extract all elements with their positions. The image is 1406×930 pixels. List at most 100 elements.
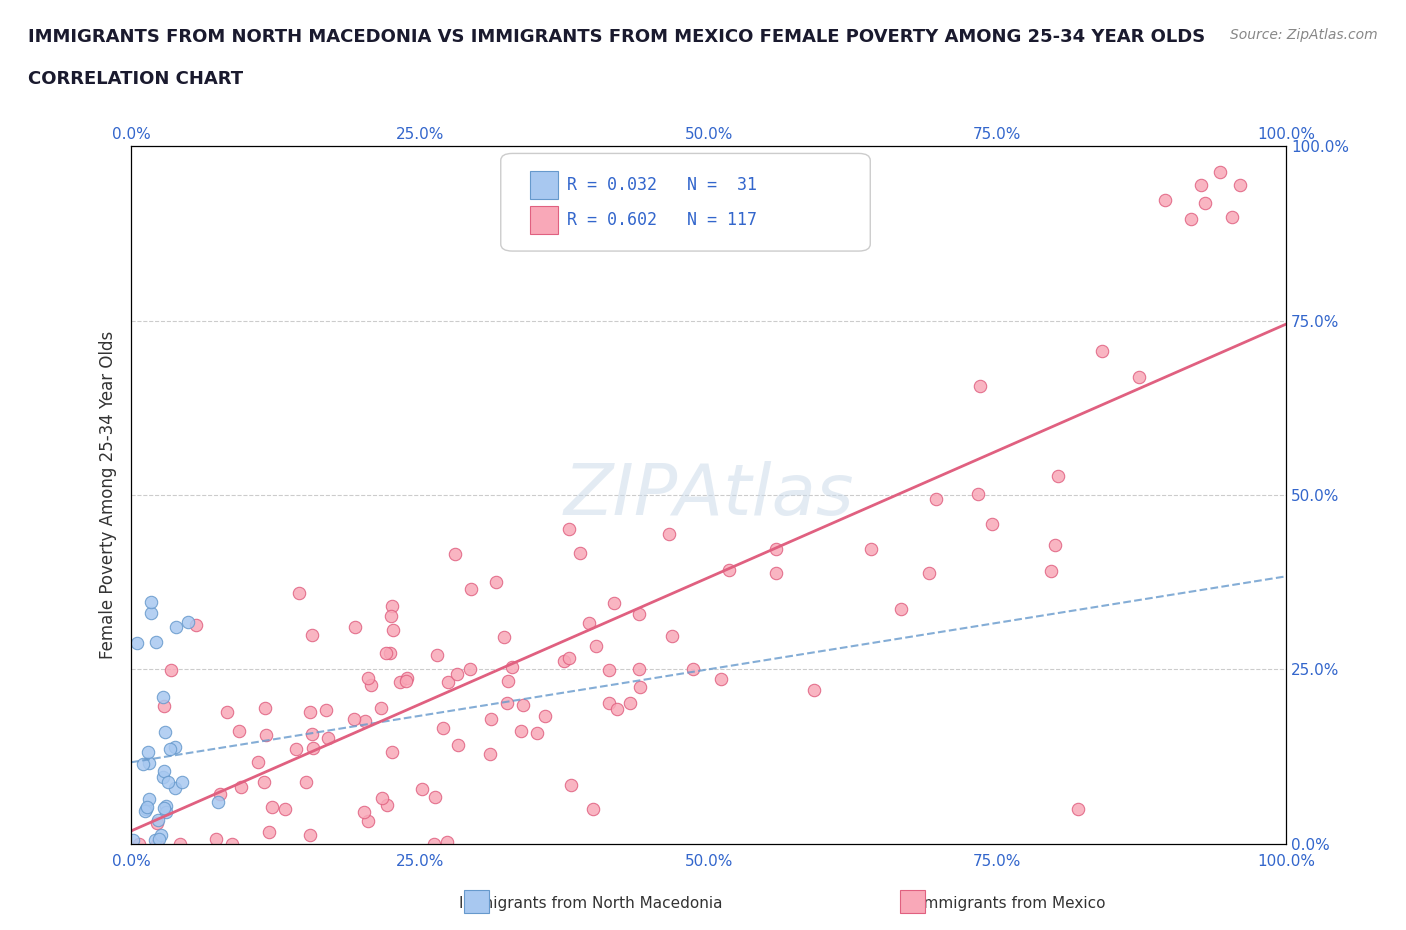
Point	[969, 379, 991, 393]
Point	[460, 581, 482, 596]
Point	[301, 628, 323, 643]
Point	[432, 721, 454, 736]
Text: IMMIGRANTS FROM NORTH MACEDONIA VS IMMIGRANTS FROM MEXICO FEMALE POVERTY AMONG 2: IMMIGRANTS FROM NORTH MACEDONIA VS IMMIG…	[28, 28, 1205, 46]
Point	[294, 775, 316, 790]
Point	[231, 779, 253, 794]
Point	[318, 731, 340, 746]
Point	[501, 659, 523, 674]
Point	[315, 703, 337, 718]
Point	[299, 705, 322, 720]
Point	[553, 653, 575, 668]
Text: CORRELATION CHART: CORRELATION CHART	[28, 70, 243, 87]
Point	[141, 605, 163, 620]
Point	[444, 547, 467, 562]
Point	[153, 698, 176, 713]
Point	[381, 744, 404, 759]
Point	[628, 606, 651, 621]
Point	[423, 790, 446, 804]
Point	[925, 491, 948, 506]
Point	[512, 698, 534, 712]
Point	[381, 598, 404, 613]
Point	[436, 834, 458, 849]
Point	[204, 832, 226, 847]
Text: R = 0.602   N = 117: R = 0.602 N = 117	[567, 211, 756, 229]
Point	[598, 695, 620, 710]
Point	[177, 615, 200, 630]
Text: ZIPAtlas: ZIPAtlas	[564, 460, 853, 529]
Point	[153, 800, 176, 815]
Point	[492, 630, 515, 644]
Point	[479, 711, 502, 726]
Point	[859, 541, 882, 556]
Point	[718, 563, 741, 578]
Y-axis label: Female Poverty Among 25-34 Year Olds: Female Poverty Among 25-34 Year Olds	[100, 331, 117, 659]
Point	[228, 724, 250, 738]
Point	[1154, 193, 1177, 207]
Point	[138, 755, 160, 770]
Point	[160, 662, 183, 677]
Point	[145, 634, 167, 649]
Point	[447, 737, 470, 752]
Point	[485, 575, 508, 590]
Point	[155, 799, 177, 814]
Point	[152, 690, 174, 705]
Point	[136, 799, 159, 814]
Point	[353, 804, 375, 819]
Point	[1194, 195, 1216, 210]
Point	[510, 724, 533, 738]
Point	[388, 674, 411, 689]
Point	[1220, 209, 1243, 224]
Point	[253, 775, 276, 790]
Point	[121, 832, 143, 847]
Point	[165, 619, 187, 634]
Point	[299, 828, 322, 843]
Point	[163, 739, 186, 754]
Point	[138, 791, 160, 806]
Point	[128, 836, 150, 851]
Point	[1039, 564, 1062, 578]
Point	[628, 680, 651, 695]
Point	[217, 705, 239, 720]
Point	[1128, 369, 1150, 384]
Point	[357, 813, 380, 828]
Text: Source: ZipAtlas.com: Source: ZipAtlas.com	[1230, 28, 1378, 42]
Point	[560, 777, 582, 792]
Point	[134, 804, 156, 818]
Point	[661, 629, 683, 644]
Point	[395, 673, 418, 688]
Point	[378, 645, 401, 660]
Point	[1045, 538, 1067, 552]
Point	[207, 794, 229, 809]
Point	[578, 616, 600, 631]
Point	[426, 648, 449, 663]
Point	[246, 755, 269, 770]
Point	[353, 714, 375, 729]
Point	[159, 742, 181, 757]
Bar	[530, 171, 558, 199]
Point	[146, 816, 169, 830]
Point	[966, 486, 988, 501]
Point	[1067, 802, 1090, 817]
Point	[458, 661, 481, 676]
Point	[423, 836, 446, 851]
Point	[135, 802, 157, 817]
Point	[558, 651, 581, 666]
Point	[165, 780, 187, 795]
Point	[380, 609, 402, 624]
Point	[253, 700, 276, 715]
Point	[1091, 343, 1114, 358]
Point	[582, 802, 605, 817]
Point	[1047, 469, 1070, 484]
Point	[585, 639, 607, 654]
Point	[152, 770, 174, 785]
Point	[170, 775, 193, 790]
Point	[603, 595, 626, 610]
Point	[360, 678, 382, 693]
Point	[628, 661, 651, 676]
Point	[370, 701, 392, 716]
Point	[260, 800, 283, 815]
Point	[301, 740, 323, 755]
Point	[411, 782, 433, 797]
Point	[710, 672, 733, 687]
Point	[256, 728, 278, 743]
